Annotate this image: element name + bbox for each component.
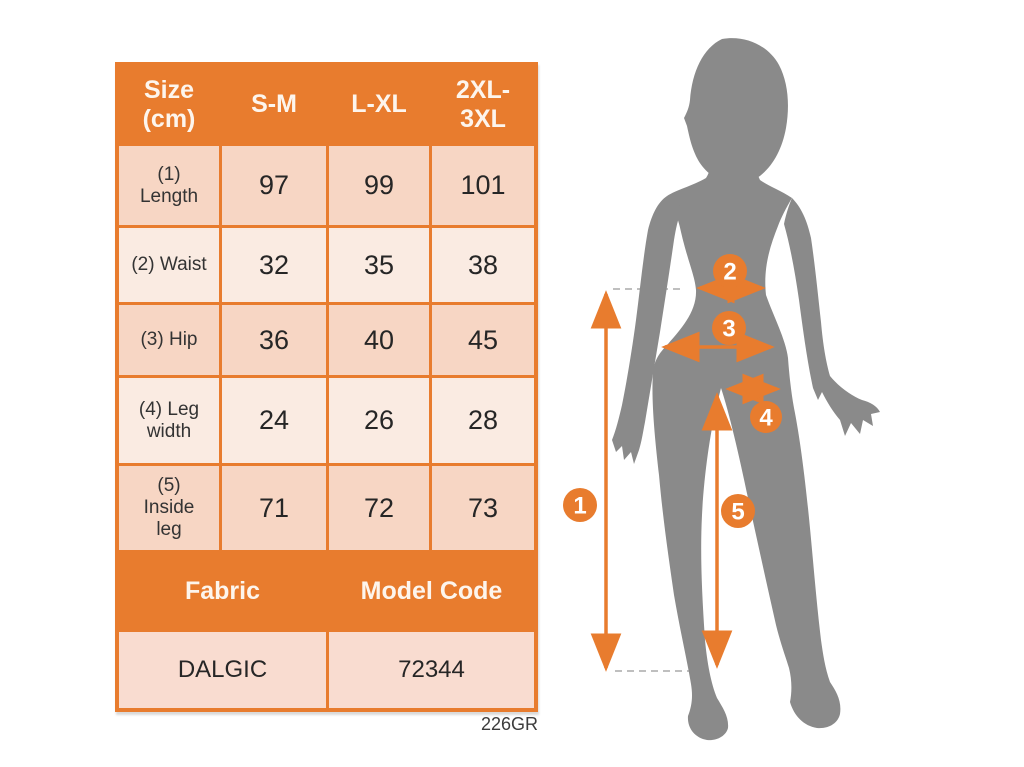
silhouette-body (652, 152, 841, 741)
measurement-value: 72 (329, 466, 429, 550)
measurement-value: 101 (432, 146, 534, 225)
measurement-value: 35 (329, 228, 429, 302)
silhouette-right-arm (784, 198, 880, 436)
size-chart-table: Size (cm) S-M L-XL 2XL- 3XL (1) Length 97 99 10… (115, 62, 538, 712)
measurement-value: 26 (329, 378, 429, 463)
info-value: 72344 (329, 632, 534, 708)
measurement-value: 73 (432, 466, 534, 550)
column-header: L-XL (329, 66, 429, 143)
fabric-model-grid: Fabric Model Code DALGIC 72344 (119, 553, 534, 708)
marker-number-1: 1 (573, 493, 586, 520)
measure-arrows (590, 272, 781, 672)
measurement-label: (3) Hip (119, 305, 219, 375)
marker-circle-3 (712, 311, 746, 345)
measurement-value: 99 (329, 146, 429, 225)
info-header: Fabric (119, 553, 326, 629)
measurement-value: 36 (222, 305, 326, 375)
measurement-label: (2) Waist (119, 228, 219, 302)
measurement-value: 71 (222, 466, 326, 550)
measure-markers: 1 2 3 4 5 (563, 254, 782, 528)
column-header: 2XL- 3XL (432, 66, 534, 143)
measurement-label: (1) Length (119, 146, 219, 225)
marker-number-4: 4 (759, 405, 773, 432)
measurement-value: 40 (329, 305, 429, 375)
info-value: DALGIC (119, 632, 326, 708)
column-header: S-M (222, 66, 326, 143)
measurement-value: 45 (432, 305, 534, 375)
measurement-value: 28 (432, 378, 534, 463)
measurement-value: 24 (222, 378, 326, 463)
marker-circle-2 (713, 254, 747, 288)
marker-circle-4 (750, 401, 782, 433)
marker-number-5: 5 (731, 499, 744, 526)
marker-number-2: 2 (723, 259, 736, 286)
marker-number-3: 3 (722, 316, 735, 343)
marker-circle-5 (721, 494, 755, 528)
silhouette-left-arm (612, 196, 682, 464)
size-measurements-grid: Size (cm) S-M L-XL 2XL- 3XL (1) Length 97 99 10… (119, 66, 534, 550)
column-header: Size (cm) (119, 66, 219, 143)
silhouette-hair (684, 38, 788, 185)
measurement-value: 38 (432, 228, 534, 302)
weight-note: 226GR (480, 714, 538, 734)
measurement-value: 32 (222, 228, 326, 302)
marker-circle-1 (563, 488, 597, 522)
info-header: Model Code (329, 553, 534, 629)
measurement-label: (5) Inside leg (119, 466, 219, 550)
measurement-value: 97 (222, 146, 326, 225)
measurement-label: (4) Leg width (119, 378, 219, 463)
